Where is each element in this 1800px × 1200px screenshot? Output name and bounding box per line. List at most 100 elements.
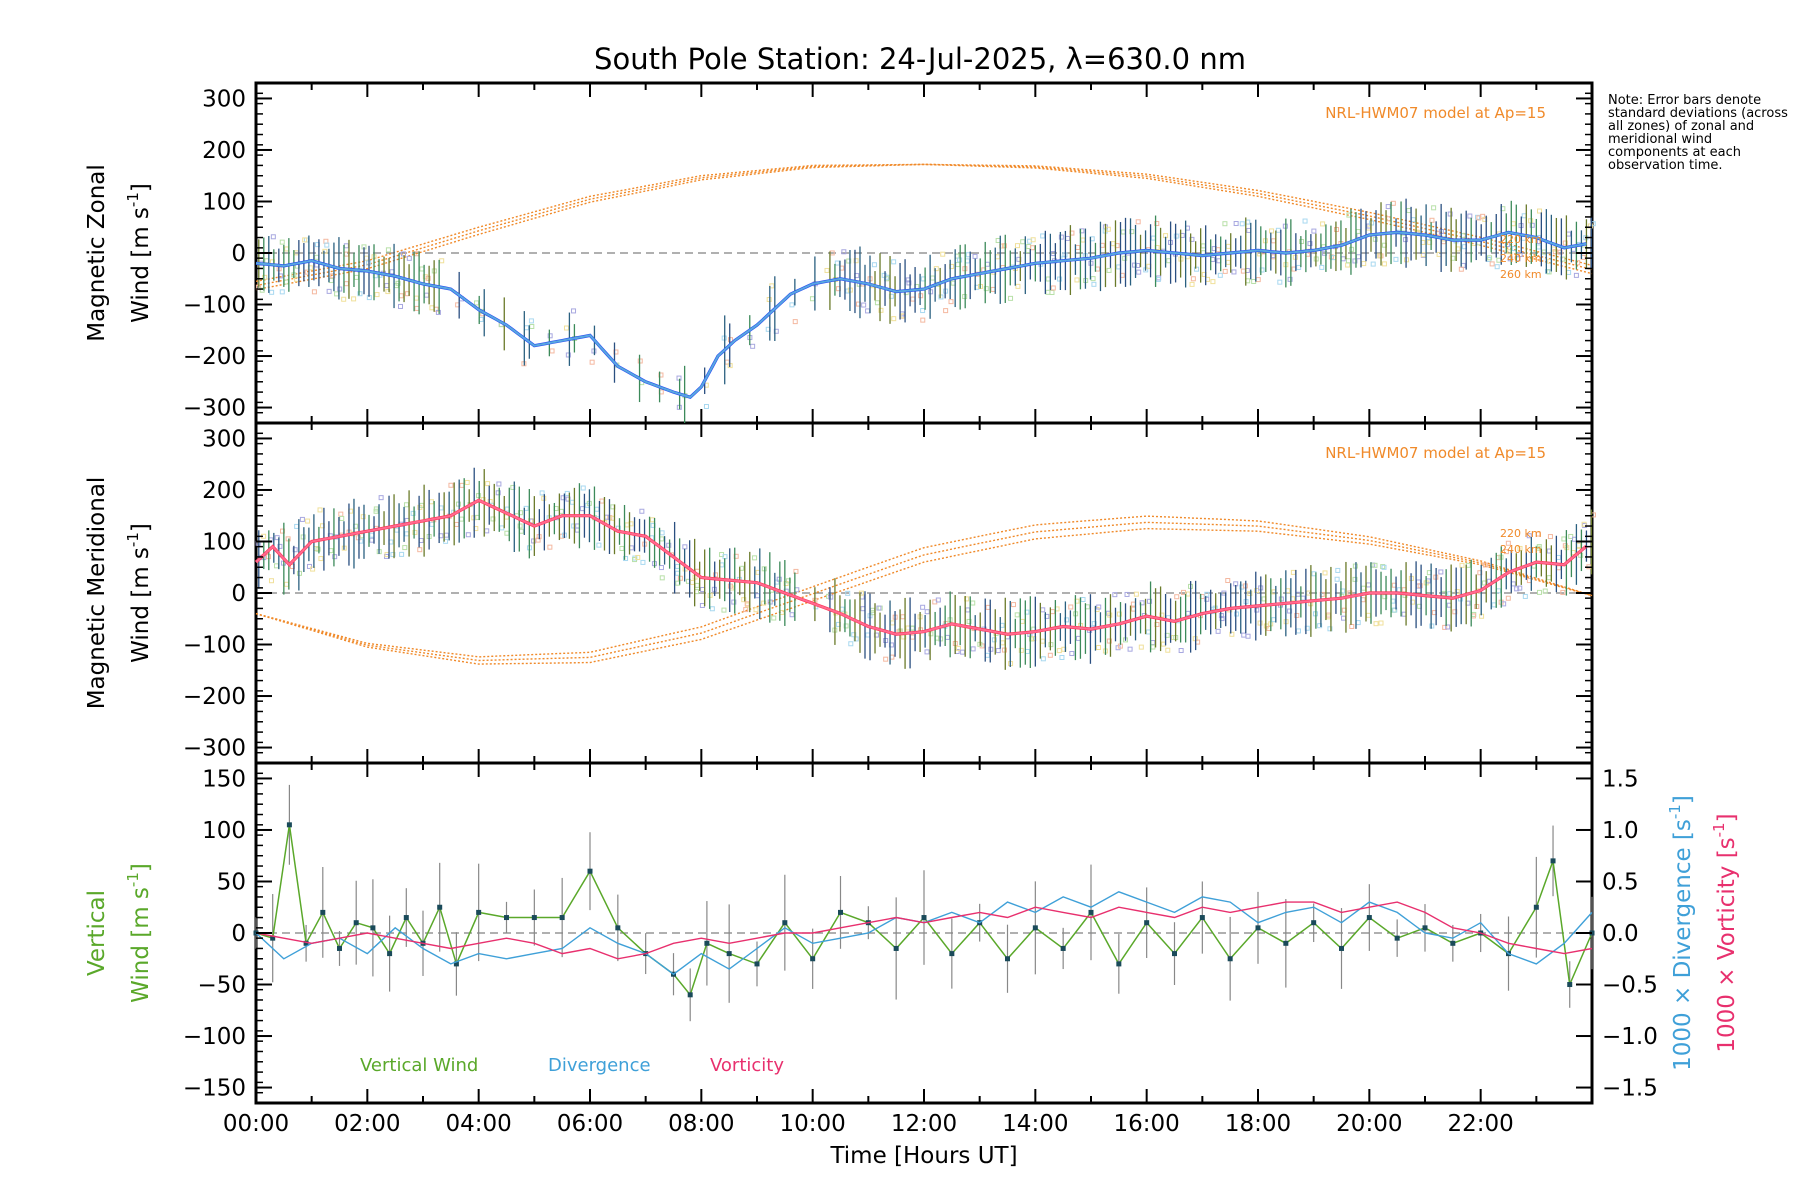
scatter-point xyxy=(443,532,449,538)
vertical-wind-point xyxy=(921,915,927,921)
scatter-point xyxy=(1372,562,1378,568)
x-tick-label: 08:00 xyxy=(668,1111,734,1137)
scatter-point xyxy=(1487,255,1493,261)
scatter-point xyxy=(871,262,877,268)
scatter-point xyxy=(1503,549,1509,555)
y-tick-label: 0 xyxy=(231,581,246,607)
scatter-point xyxy=(991,637,997,643)
scatter-point xyxy=(268,578,274,584)
scatter-point xyxy=(793,568,799,574)
scatter-point xyxy=(1290,569,1296,575)
scatter-point xyxy=(485,481,491,487)
scatter-point xyxy=(1442,624,1448,630)
scatter-point xyxy=(1322,250,1328,256)
legend-vertical-wind: Vertical Wind xyxy=(360,1055,478,1076)
scatter-point xyxy=(674,563,680,569)
scatter-point xyxy=(659,530,665,536)
scatter-point xyxy=(1014,243,1020,249)
scatter-point xyxy=(1322,570,1328,576)
x-tick-label: 16:00 xyxy=(1114,1111,1180,1137)
scatter-point xyxy=(700,586,706,592)
scatter-point xyxy=(935,597,941,603)
scatter-point xyxy=(315,546,321,552)
y-tick-label: 0 xyxy=(231,921,246,947)
scatter-point xyxy=(1429,623,1435,629)
scatter-point xyxy=(279,239,285,245)
scatter-point xyxy=(834,260,840,266)
vertical-wind-point xyxy=(949,951,955,957)
scatter-point xyxy=(1040,233,1046,239)
vertical-wind-point xyxy=(754,961,760,967)
zonal-model-curves xyxy=(255,163,1593,291)
vertical-wind-point xyxy=(453,961,459,967)
scatter-point xyxy=(1482,562,1488,568)
scatter-point xyxy=(1011,602,1017,608)
model-curve xyxy=(255,527,1593,665)
scatter-point xyxy=(995,648,1001,654)
scatter-point xyxy=(1030,237,1036,243)
scatter-point xyxy=(876,605,882,611)
scatter-point xyxy=(1576,542,1582,548)
scatter-point xyxy=(1356,254,1362,260)
scatter-point xyxy=(1155,276,1161,282)
scatter-point xyxy=(1528,218,1534,224)
scatter-point xyxy=(1178,648,1184,654)
scatter-point xyxy=(1287,608,1293,614)
scatter-point xyxy=(1406,208,1412,214)
scatter-point xyxy=(1575,260,1581,266)
scatter-point xyxy=(1068,604,1074,610)
scatter-point xyxy=(1254,588,1260,594)
scatter-point xyxy=(1080,597,1086,603)
scatter-point xyxy=(890,620,896,626)
scatter-point xyxy=(343,243,349,249)
scatter-point xyxy=(1578,552,1584,558)
scatter-point xyxy=(960,649,966,655)
scatter-point xyxy=(1370,261,1376,267)
scatter-point xyxy=(848,641,854,647)
vertical-wind-point xyxy=(1567,982,1573,988)
scatter-point xyxy=(1536,589,1542,595)
scatter-point xyxy=(1160,641,1166,647)
scatter-point xyxy=(1458,266,1464,272)
vertical-wind-point xyxy=(270,935,276,941)
y-tick-label: −100 xyxy=(183,633,246,659)
scatter-point xyxy=(924,649,930,655)
scatter-point xyxy=(985,604,991,610)
scatter-point xyxy=(1181,589,1187,595)
scatter-point xyxy=(292,547,298,553)
scatter-point xyxy=(1150,644,1156,650)
model-curve xyxy=(255,163,1593,287)
meridional-line xyxy=(254,498,1588,636)
scatter-point xyxy=(299,516,305,522)
meridional-scatter-points xyxy=(255,479,1596,667)
scatter-point xyxy=(1064,617,1070,623)
chart-title: South Pole Station: 24-Jul-2025, λ=630.0… xyxy=(594,42,1246,76)
scatter-point xyxy=(1320,221,1326,227)
scatter-point xyxy=(1365,612,1371,618)
vertical-wind-point xyxy=(704,940,710,946)
scatter-point xyxy=(1390,200,1396,206)
vertical-wind-point xyxy=(1394,935,1400,941)
x-tick-label: 12:00 xyxy=(891,1111,957,1137)
scatter-point xyxy=(761,600,767,606)
scatter-point xyxy=(1377,253,1383,259)
scatter-point xyxy=(1059,654,1065,660)
scatter-point xyxy=(699,602,705,608)
vertical-wind-point xyxy=(1450,940,1456,946)
scatter-point xyxy=(1112,592,1118,598)
y2-tick-label: 0.5 xyxy=(1602,869,1639,895)
scatter-point xyxy=(865,308,871,314)
scatter-point xyxy=(1529,222,1535,228)
scatter-point xyxy=(517,523,523,529)
scatter-point xyxy=(1352,576,1358,582)
vertical-wind-point xyxy=(1339,945,1344,951)
y-tick-label: 100 xyxy=(202,818,246,844)
scatter-point xyxy=(1222,268,1228,274)
scatter-point xyxy=(851,632,857,638)
scatter-point xyxy=(269,289,275,295)
scatter-point xyxy=(731,599,737,605)
scatter-point xyxy=(1269,228,1275,234)
scatter-point xyxy=(924,609,930,615)
error-bar-note: Note: Error bars denote standard deviati… xyxy=(1608,93,1788,173)
scatter-point xyxy=(1116,611,1122,617)
